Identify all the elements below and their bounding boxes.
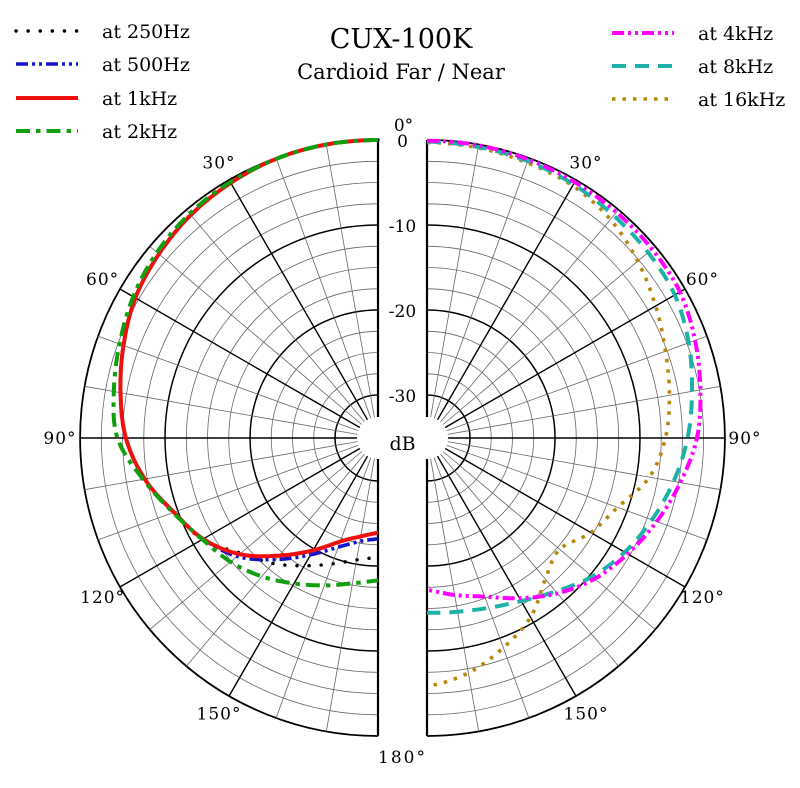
grid-spoke-major	[436, 455, 577, 697]
grid-spoke-minor	[430, 144, 480, 418]
chart-title: CUX-100K	[330, 24, 473, 55]
grid-spoke-minor	[84, 441, 358, 491]
axis-labels: 0 -10 -20 -30 dB 0° 180° 30° 60° 90° 120° 150° 30° 60…	[43, 116, 761, 768]
grid-spoke-minor	[440, 209, 619, 423]
legend-label-500hz: at 500Hz	[102, 54, 190, 76]
radial-tick-label: -10	[389, 217, 416, 237]
legend-label-4khz: at 4kHz	[698, 23, 773, 45]
radial-tick-label: 0	[397, 132, 408, 152]
series-curve-1khz	[118, 138, 379, 559]
series-curve-4khz	[426, 138, 703, 601]
grid-spoke-minor	[325, 458, 375, 732]
radial-tick-label: -30	[389, 387, 416, 407]
grid-spoke-major	[119, 288, 361, 429]
legend-item-16khz: at 16kHz	[612, 89, 785, 111]
legend-label-16khz: at 16kHz	[698, 89, 785, 111]
series-curve-250hz	[118, 138, 380, 568]
polar-grid-left	[79, 139, 380, 737]
grid-spoke-minor	[97, 335, 359, 432]
legend-label-2khz: at 2kHz	[102, 121, 177, 143]
polar-grid	[79, 139, 726, 737]
angle-label-left-90: 90°	[43, 429, 76, 449]
grid-spoke-minor	[275, 457, 372, 719]
angle-label-right-150: 150°	[564, 704, 609, 724]
grid-spoke-major	[436, 179, 577, 421]
grid-spoke-minor	[446, 335, 708, 432]
series-curve-2khz	[111, 138, 379, 588]
grid-spoke-major	[228, 455, 369, 697]
grid-spoke-minor	[433, 457, 530, 719]
angle-label-right-120: 120°	[680, 588, 725, 608]
legend-item-250hz: at 250Hz	[14, 21, 190, 43]
radial-unit-label: dB	[389, 433, 415, 455]
angle-label-0: 0°	[394, 116, 413, 136]
angle-label-right-90: 90°	[728, 429, 761, 449]
angle-label-left-30: 30°	[202, 154, 235, 174]
legend-label-8khz: at 8kHz	[698, 56, 773, 78]
grid-spoke-minor	[447, 385, 721, 435]
angle-label-left-120: 120°	[80, 588, 125, 608]
angle-label-right-30: 30°	[569, 154, 602, 174]
series-curve-8khz	[426, 139, 694, 615]
angle-label-left-150: 150°	[197, 704, 242, 724]
chart-subtitle: Cardioid Far / Near	[297, 60, 506, 84]
grid-spoke-minor	[440, 453, 619, 667]
legend-item-1khz: at 1kHz	[16, 88, 177, 110]
grid-spoke-minor	[447, 441, 721, 491]
legend-item-8khz: at 8kHz	[612, 56, 773, 78]
grid-spoke-minor	[325, 144, 375, 418]
grid-spoke-minor	[446, 444, 708, 541]
grid-spoke-minor	[97, 444, 359, 541]
legend-item-500hz: at 500Hz	[16, 54, 190, 76]
grid-spoke-minor	[84, 385, 358, 435]
grid-spoke-major	[444, 447, 686, 588]
legend-label-1khz: at 1kHz	[102, 88, 177, 110]
angle-label-180: 180°	[378, 748, 427, 768]
series-curves	[111, 138, 703, 688]
legend-item-4khz: at 4kHz	[612, 23, 773, 45]
legend-item-2khz: at 2kHz	[16, 121, 177, 143]
legend-right: at 4kHz at 8kHz at 16kHz	[612, 23, 785, 111]
grid-spoke-minor	[442, 451, 656, 630]
radial-tick-label: -20	[389, 302, 416, 322]
legend-label-250hz: at 250Hz	[102, 21, 190, 43]
polar-grid-right	[425, 139, 726, 737]
grid-spoke-minor	[442, 246, 656, 425]
grid-spoke-major	[119, 447, 361, 588]
grid-spoke-minor	[186, 209, 365, 423]
grid-spoke-minor	[149, 246, 363, 425]
legend-left: at 250Hz at 500Hz at 1kHz at 2kHz	[14, 21, 190, 143]
grid-spoke-major	[444, 288, 686, 429]
grid-spoke-minor	[433, 157, 530, 419]
angle-label-left-60: 60°	[86, 270, 119, 290]
grid-spoke-major	[228, 179, 369, 421]
grid-spoke-minor	[149, 451, 363, 630]
angle-label-right-60: 60°	[686, 270, 719, 290]
grid-spoke-minor	[275, 157, 372, 419]
